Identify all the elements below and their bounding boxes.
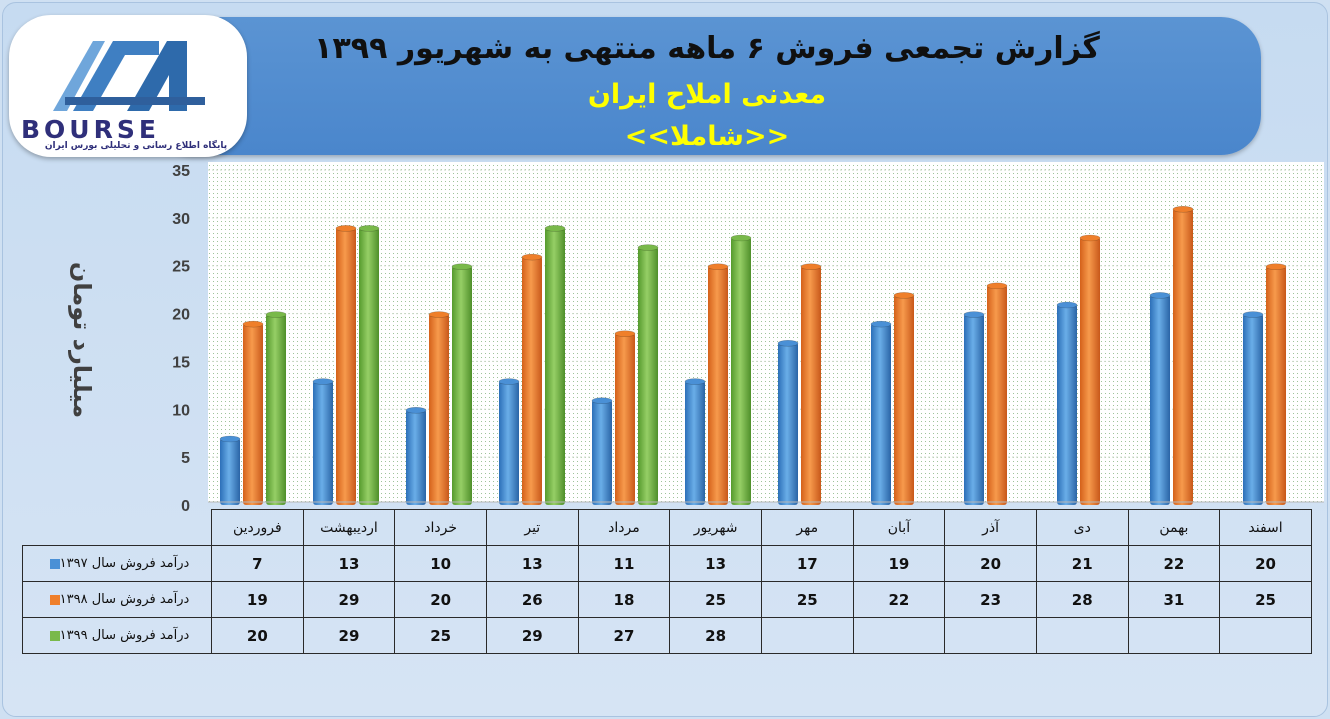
table-row: درآمد فروش سال ۱۳۹۹ 20 29 25 29 27 28 [22,617,1312,654]
data-label: 31 [1127,581,1221,618]
legend-swatch [49,630,60,641]
data-label: 25 [1219,581,1312,618]
legend-label: درآمد فروش سال ۱۳۹۹ [59,628,190,643]
data-label: 27 [577,617,671,654]
data-label: 29 [302,581,396,618]
x-tick-label: آبان [852,509,946,546]
data-label: 13 [302,545,396,582]
x-tick-label: تیر [485,509,579,546]
table-row: درآمد فروش سال ۱۳۹۷ 7 13 10 13 11 13 17 19 20 21 22… [22,545,1312,582]
data-label [852,617,946,654]
data-label [760,617,854,654]
data-label [1219,617,1312,654]
data-label: 22 [1127,545,1221,582]
y-axis-title-box: میلیارد تومان [58,256,106,434]
bourse-logo: BOURSE پایگاه اطلاع رسانی و تحلیلی بورس … [9,15,247,157]
x-tick-label: اسفند [1219,509,1312,546]
data-label: 21 [1035,545,1129,582]
logo-subtitle: پایگاه اطلاع رسانی و تحلیلی بورس ایران [44,141,228,151]
x-tick-label: مهر [760,509,854,546]
table-corner [22,509,212,546]
legend-swatch [49,558,60,569]
data-label: 29 [302,617,396,654]
data-label: 28 [1035,581,1129,618]
company-name: معدنی املاح ایران [587,79,827,110]
data-label: 25 [394,617,487,654]
data-label: 25 [669,581,762,618]
logo-24-mark-icon [53,41,205,111]
data-label: 10 [394,545,487,582]
data-table: فروردین اردیبهشت خرداد تیر مرداد شهریور مهر آبا… [22,509,1312,654]
data-label: 17 [760,545,854,582]
x-tick-label: خرداد [394,509,487,546]
y-axis-title: میلیارد تومان [68,261,96,419]
data-label: 23 [944,581,1037,618]
legend-entry: درآمد فروش سال ۱۳۹۹ [22,617,212,654]
legend-swatch [49,594,60,605]
data-label: 25 [760,581,854,618]
data-label: 28 [669,617,762,654]
data-label: 20 [394,581,487,618]
data-label: 7 [211,545,304,582]
data-label: 11 [577,545,671,582]
x-tick-label: مرداد [577,509,671,546]
report-title: گزارش تجمعی فروش ۶ ماهه منتهی به شهریور … [314,31,1100,66]
data-label: 13 [669,545,762,582]
data-label [1127,617,1221,654]
x-tick-label: آذر [944,509,1037,546]
data-label: 20 [944,545,1037,582]
data-label: 19 [852,545,946,582]
data-label: 29 [485,617,579,654]
ticker-symbol: <<شاملا>> [624,121,790,152]
x-tick-label: شهریور [669,509,762,546]
legend-entry: درآمد فروش سال ۱۳۹۸ [22,581,212,618]
data-label: 22 [852,581,946,618]
data-label [1035,617,1129,654]
logo-wordmark: BOURSE [21,115,160,144]
x-tick-label: بهمن [1127,509,1221,546]
data-label: 20 [1219,545,1312,582]
data-label: 20 [211,617,304,654]
data-label: 19 [211,581,304,618]
table-header-row: فروردین اردیبهشت خرداد تیر مرداد شهریور مهر آبا… [22,509,1312,546]
table-row: درآمد فروش سال ۱۳۹۸ 19 29 20 26 18 25 25 22 23 28 3… [22,581,1312,618]
data-label: 18 [577,581,671,618]
title-banner: گزارش تجمعی فروش ۶ ماهه منتهی به شهریور … [153,17,1261,155]
x-tick-label: دی [1035,509,1129,546]
legend-label: درآمد فروش سال ۱۳۹۸ [59,592,190,607]
data-label: 26 [485,581,579,618]
data-label [944,617,1037,654]
legend-label: درآمد فروش سال ۱۳۹۷ [59,556,190,571]
x-tick-label: اردیبهشت [302,509,396,546]
data-label: 13 [485,545,579,582]
legend-entry: درآمد فروش سال ۱۳۹۷ [22,545,212,582]
x-tick-label: فروردین [211,509,304,546]
